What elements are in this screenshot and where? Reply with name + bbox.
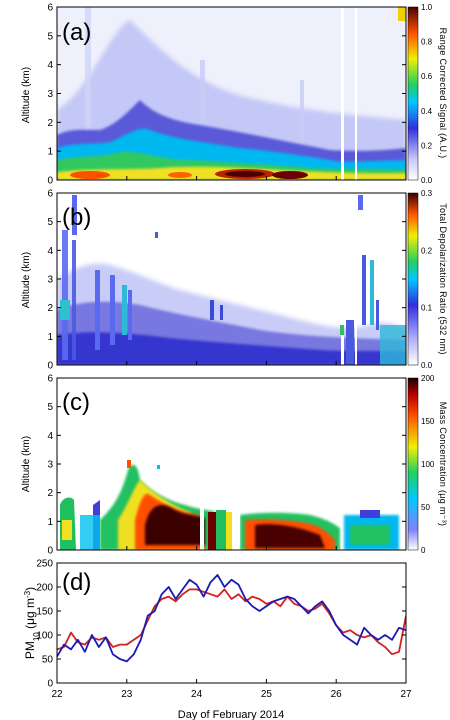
x-tick-label: 25 (261, 689, 273, 700)
y-tick-label: 2 (47, 488, 53, 499)
panel-b-colorbar-label: Total Depolarization Ratio (532 nm) (438, 203, 448, 355)
y-tick-label: 50 (42, 655, 54, 666)
panel-c-colorbar (407, 377, 419, 551)
y-tick-label: 4 (47, 431, 53, 442)
colorbar-tick-label: 1.0 (421, 3, 433, 12)
panel-b-colorbar-ticks: 0.0 0.1 0.2 0.3 (421, 189, 433, 370)
panel-a-ylabel: Altitude (km) (21, 67, 32, 123)
panel-c-ylabel: Altitude (km) (21, 436, 32, 492)
y-tick-label: 3 (47, 275, 53, 286)
y-tick-label: 200 (36, 583, 53, 594)
colorbar-tick-label: 0.0 (421, 176, 433, 185)
panel-d-plot-area (57, 563, 406, 683)
y-tick-label: 5 (47, 31, 53, 42)
panel-b-yticks: 0 1 2 3 4 5 6 (47, 189, 407, 372)
y-tick-label: 4 (47, 60, 53, 71)
y-tick-label: 1 (47, 147, 53, 158)
panel-d-ylabel-main: PM (23, 641, 37, 659)
colorbar-tick-label: 100 (421, 460, 435, 469)
y-tick-label: 5 (47, 217, 53, 228)
colorbar-tick-label: 150 (421, 417, 435, 426)
panel-b-heatmap (57, 193, 406, 365)
panel-c-colorbar-label: Mass Concentration (μg m⁻³) (438, 402, 448, 527)
colorbar-tick-label: 0.4 (421, 107, 433, 116)
x-tick-label: 22 (51, 689, 63, 700)
panel-a-colorbar (407, 6, 419, 181)
colorbar-tick-label: 0.3 (421, 189, 433, 198)
x-tick-label: 23 (121, 689, 133, 700)
panel-d-yticks: 0 50 100 150 200 250 (36, 559, 406, 690)
y-tick-label: 1 (47, 332, 53, 343)
y-tick-label: 3 (47, 89, 53, 100)
colorbar-tick-label: 0.2 (421, 141, 433, 150)
panel-d-ylabel-rest: (μg m (23, 598, 37, 632)
series-line-1 (57, 588, 406, 656)
panel-c: (c) Altitude (km) 0 1 2 3 4 5 6 0 50 100 150 200 M… (21, 374, 448, 557)
panel-d-label: (d) (62, 569, 91, 596)
y-tick-label: 0 (47, 176, 53, 187)
panel-b-ylabel: Altitude (km) (21, 252, 32, 308)
colorbar-tick-label: 200 (421, 374, 435, 383)
panel-c-yticks: 0 1 2 3 4 5 6 (47, 374, 407, 557)
panel-d-ylabel-end: ) (23, 587, 37, 591)
x-tick-label: 24 (191, 689, 203, 700)
y-tick-label: 6 (47, 374, 53, 385)
y-tick-label: 150 (36, 607, 53, 618)
panel-d-lines (57, 574, 406, 663)
y-tick-label: 6 (47, 3, 53, 14)
y-tick-label: 0 (47, 679, 53, 690)
colorbar-tick-label: 0.1 (421, 304, 433, 313)
panel-d: (d) PM10 (μg m-3) 0 50 100 150 200 250 22 23 24… (23, 559, 412, 720)
y-tick-label: 2 (47, 303, 53, 314)
y-tick-label: 3 (47, 460, 53, 471)
panel-c-label: (c) (62, 389, 90, 416)
series-line-2 (57, 574, 406, 663)
y-tick-label: 4 (47, 246, 53, 257)
panel-a-heatmap (57, 7, 406, 180)
panel-b-label: (b) (62, 204, 91, 231)
colorbar-tick-label: 0.8 (421, 38, 433, 47)
x-tick-label: 27 (400, 689, 412, 700)
panel-c-colorbar-ticks: 0 50 100 150 200 (421, 374, 435, 555)
panel-d-ylabel-sup: -3 (23, 590, 32, 598)
panel-a-colorbar-label: Range Corrected Signal (A.U.) (438, 28, 448, 159)
x-axis-label: Day of February 2014 (178, 709, 284, 720)
panel-c-heatmap (60, 378, 399, 550)
colorbar-tick-label: 0.2 (421, 246, 433, 255)
panel-d-ylabel: PM10 (μg m-3) (23, 587, 41, 659)
y-tick-label: 0 (47, 546, 53, 557)
colorbar-tick-label: 0.6 (421, 72, 433, 81)
panel-a-label: (a) (62, 19, 91, 46)
panel-d-frame (56, 562, 407, 684)
colorbar-tick-label: 50 (421, 503, 430, 512)
panel-d-ylabel-sub: 10 (32, 632, 41, 641)
y-tick-label: 5 (47, 402, 53, 413)
colorbar-tick-label: 0 (421, 546, 426, 555)
y-tick-label: 1 (47, 517, 53, 528)
y-tick-label: 2 (47, 118, 53, 129)
panel-a-colorbar-ticks: 0.0 0.2 0.4 0.6 0.8 1.0 (421, 3, 433, 185)
panel-b-colorbar (407, 192, 419, 366)
y-tick-label: 250 (36, 559, 53, 570)
panel-b: (b) Altitude (km) 0 1 2 3 4 5 6 0.0 0.1 0.2 0.3 T… (21, 189, 448, 372)
colorbar-tick-label: 0.0 (421, 361, 433, 370)
y-tick-label: 100 (36, 631, 53, 642)
panel-a-yticks: 0 1 2 3 4 5 6 (47, 3, 407, 187)
x-tick-label: 26 (331, 689, 343, 700)
y-tick-label: 6 (47, 189, 53, 200)
panel-d-xticks: 22 23 24 25 26 27 (51, 679, 412, 700)
y-tick-label: 0 (47, 361, 53, 372)
